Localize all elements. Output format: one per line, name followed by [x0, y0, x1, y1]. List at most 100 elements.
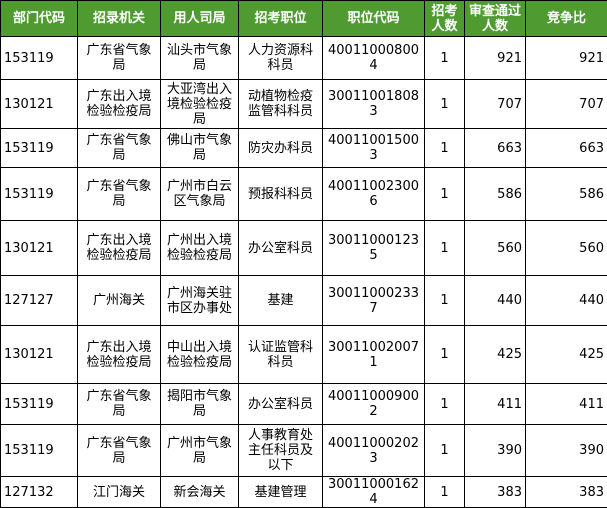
table-cell: 广东省气象局 — [78, 129, 161, 168]
table-cell: 400110002023 — [323, 425, 425, 477]
table-cell: 1 — [425, 276, 465, 326]
table-cell: 1 — [425, 425, 465, 477]
table-cell: 440 — [465, 276, 526, 326]
table-cell: 560 — [465, 221, 526, 276]
table-cell: 300110001624 — [323, 477, 425, 508]
table-cell: 127132 — [1, 477, 78, 508]
table-cell: 560 — [526, 221, 607, 276]
table-cell: 广州市白云区气象局 — [161, 168, 239, 221]
table-cell: 动植物检疫监管科科员 — [239, 80, 323, 129]
table-cell: 广州海关 — [78, 276, 161, 326]
table-cell: 广东省气象局 — [78, 425, 161, 477]
table-cell: 400110008004 — [323, 37, 425, 80]
table-cell: 揭阳市气象局 — [161, 384, 239, 425]
header-row: 部门代码招录机关用人司局招考职位职位代码招考人数审查通过人数竞争比 — [1, 1, 607, 37]
table-cell: 人事教育处主任科员及以下 — [239, 425, 323, 477]
table-cell: 707 — [465, 80, 526, 129]
table-cell: 390 — [465, 425, 526, 477]
table-cell: 663 — [526, 129, 607, 168]
header-cell: 用人司局 — [161, 1, 239, 37]
table-cell: 130121 — [1, 221, 78, 276]
table-cell: 认证监管科科员 — [239, 326, 323, 384]
table-cell: 1 — [425, 384, 465, 425]
table-cell: 440 — [526, 276, 607, 326]
table-cell: 人力资源科科员 — [239, 37, 323, 80]
table-cell: 新会海关 — [161, 477, 239, 508]
table-cell: 大亚湾出入境检验检疫局 — [161, 80, 239, 129]
header-cell: 部门代码 — [1, 1, 78, 37]
table-cell: 153119 — [1, 168, 78, 221]
table-cell: 基建 — [239, 276, 323, 326]
table-cell: 425 — [526, 326, 607, 384]
table-cell: 921 — [526, 37, 607, 80]
table-cell: 江门海关 — [78, 477, 161, 508]
table-cell: 707 — [526, 80, 607, 129]
table-cell: 广东省气象局 — [78, 168, 161, 221]
header-cell: 职位代码 — [323, 1, 425, 37]
table-cell: 广州市气象局 — [161, 425, 239, 477]
table-cell: 153119 — [1, 384, 78, 425]
table-cell: 130121 — [1, 326, 78, 384]
table-cell: 广东省气象局 — [78, 384, 161, 425]
table-cell: 921 — [465, 37, 526, 80]
table-cell: 办公室科员 — [239, 221, 323, 276]
table-cell: 586 — [526, 168, 607, 221]
table-cell: 1 — [425, 37, 465, 80]
table-cell: 400110015003 — [323, 129, 425, 168]
table-cell: 663 — [465, 129, 526, 168]
table-cell: 153119 — [1, 425, 78, 477]
table-cell: 办公室科员 — [239, 384, 323, 425]
table-cell: 411 — [526, 384, 607, 425]
header-cell: 招考人数 — [425, 1, 465, 37]
header-cell: 招录机关 — [78, 1, 161, 37]
header-cell: 审查通过人数 — [465, 1, 526, 37]
table-cell: 383 — [526, 477, 607, 508]
table-cell: 390 — [526, 425, 607, 477]
table-cell: 1 — [425, 129, 465, 168]
table-cell: 586 — [465, 168, 526, 221]
table-cell: 300110001235 — [323, 221, 425, 276]
table-cell: 153119 — [1, 129, 78, 168]
table-cell: 383 — [465, 477, 526, 508]
table-cell: 广州海关驻市区办事处 — [161, 276, 239, 326]
table-cell: 1 — [425, 80, 465, 129]
table-cell: 广东省气象局 — [78, 37, 161, 80]
table-cell: 1 — [425, 221, 465, 276]
table-cell: 佛山市气象局 — [161, 129, 239, 168]
table-cell: 400110023006 — [323, 168, 425, 221]
table-cell: 中山出入境检验检疫局 — [161, 326, 239, 384]
table-cell: 汕头市气象局 — [161, 37, 239, 80]
table-cell: 广东出入境检验检疫局 — [78, 80, 161, 129]
table-cell: 基建管理 — [239, 477, 323, 508]
table-cell: 防灾办科员 — [239, 129, 323, 168]
table-cell: 300110002337 — [323, 276, 425, 326]
table-cell: 预报科科员 — [239, 168, 323, 221]
table-cell: 127127 — [1, 276, 78, 326]
header-cell: 招考职位 — [239, 1, 323, 37]
table-cell: 425 — [465, 326, 526, 384]
table-cell: 广州出入境检验检疫局 — [161, 221, 239, 276]
table-cell: 300110018083 — [323, 80, 425, 129]
table-cell: 411 — [465, 384, 526, 425]
table-cell: 广东出入境检验检疫局 — [78, 221, 161, 276]
table-cell: 广东出入境检验检疫局 — [78, 326, 161, 384]
table-cell: 130121 — [1, 80, 78, 129]
table-cell: 400110009002 — [323, 384, 425, 425]
table-cell: 1 — [425, 326, 465, 384]
header-cell: 竞争比 — [526, 1, 607, 37]
table-cell: 1 — [425, 477, 465, 508]
table-cell: 1 — [425, 168, 465, 221]
